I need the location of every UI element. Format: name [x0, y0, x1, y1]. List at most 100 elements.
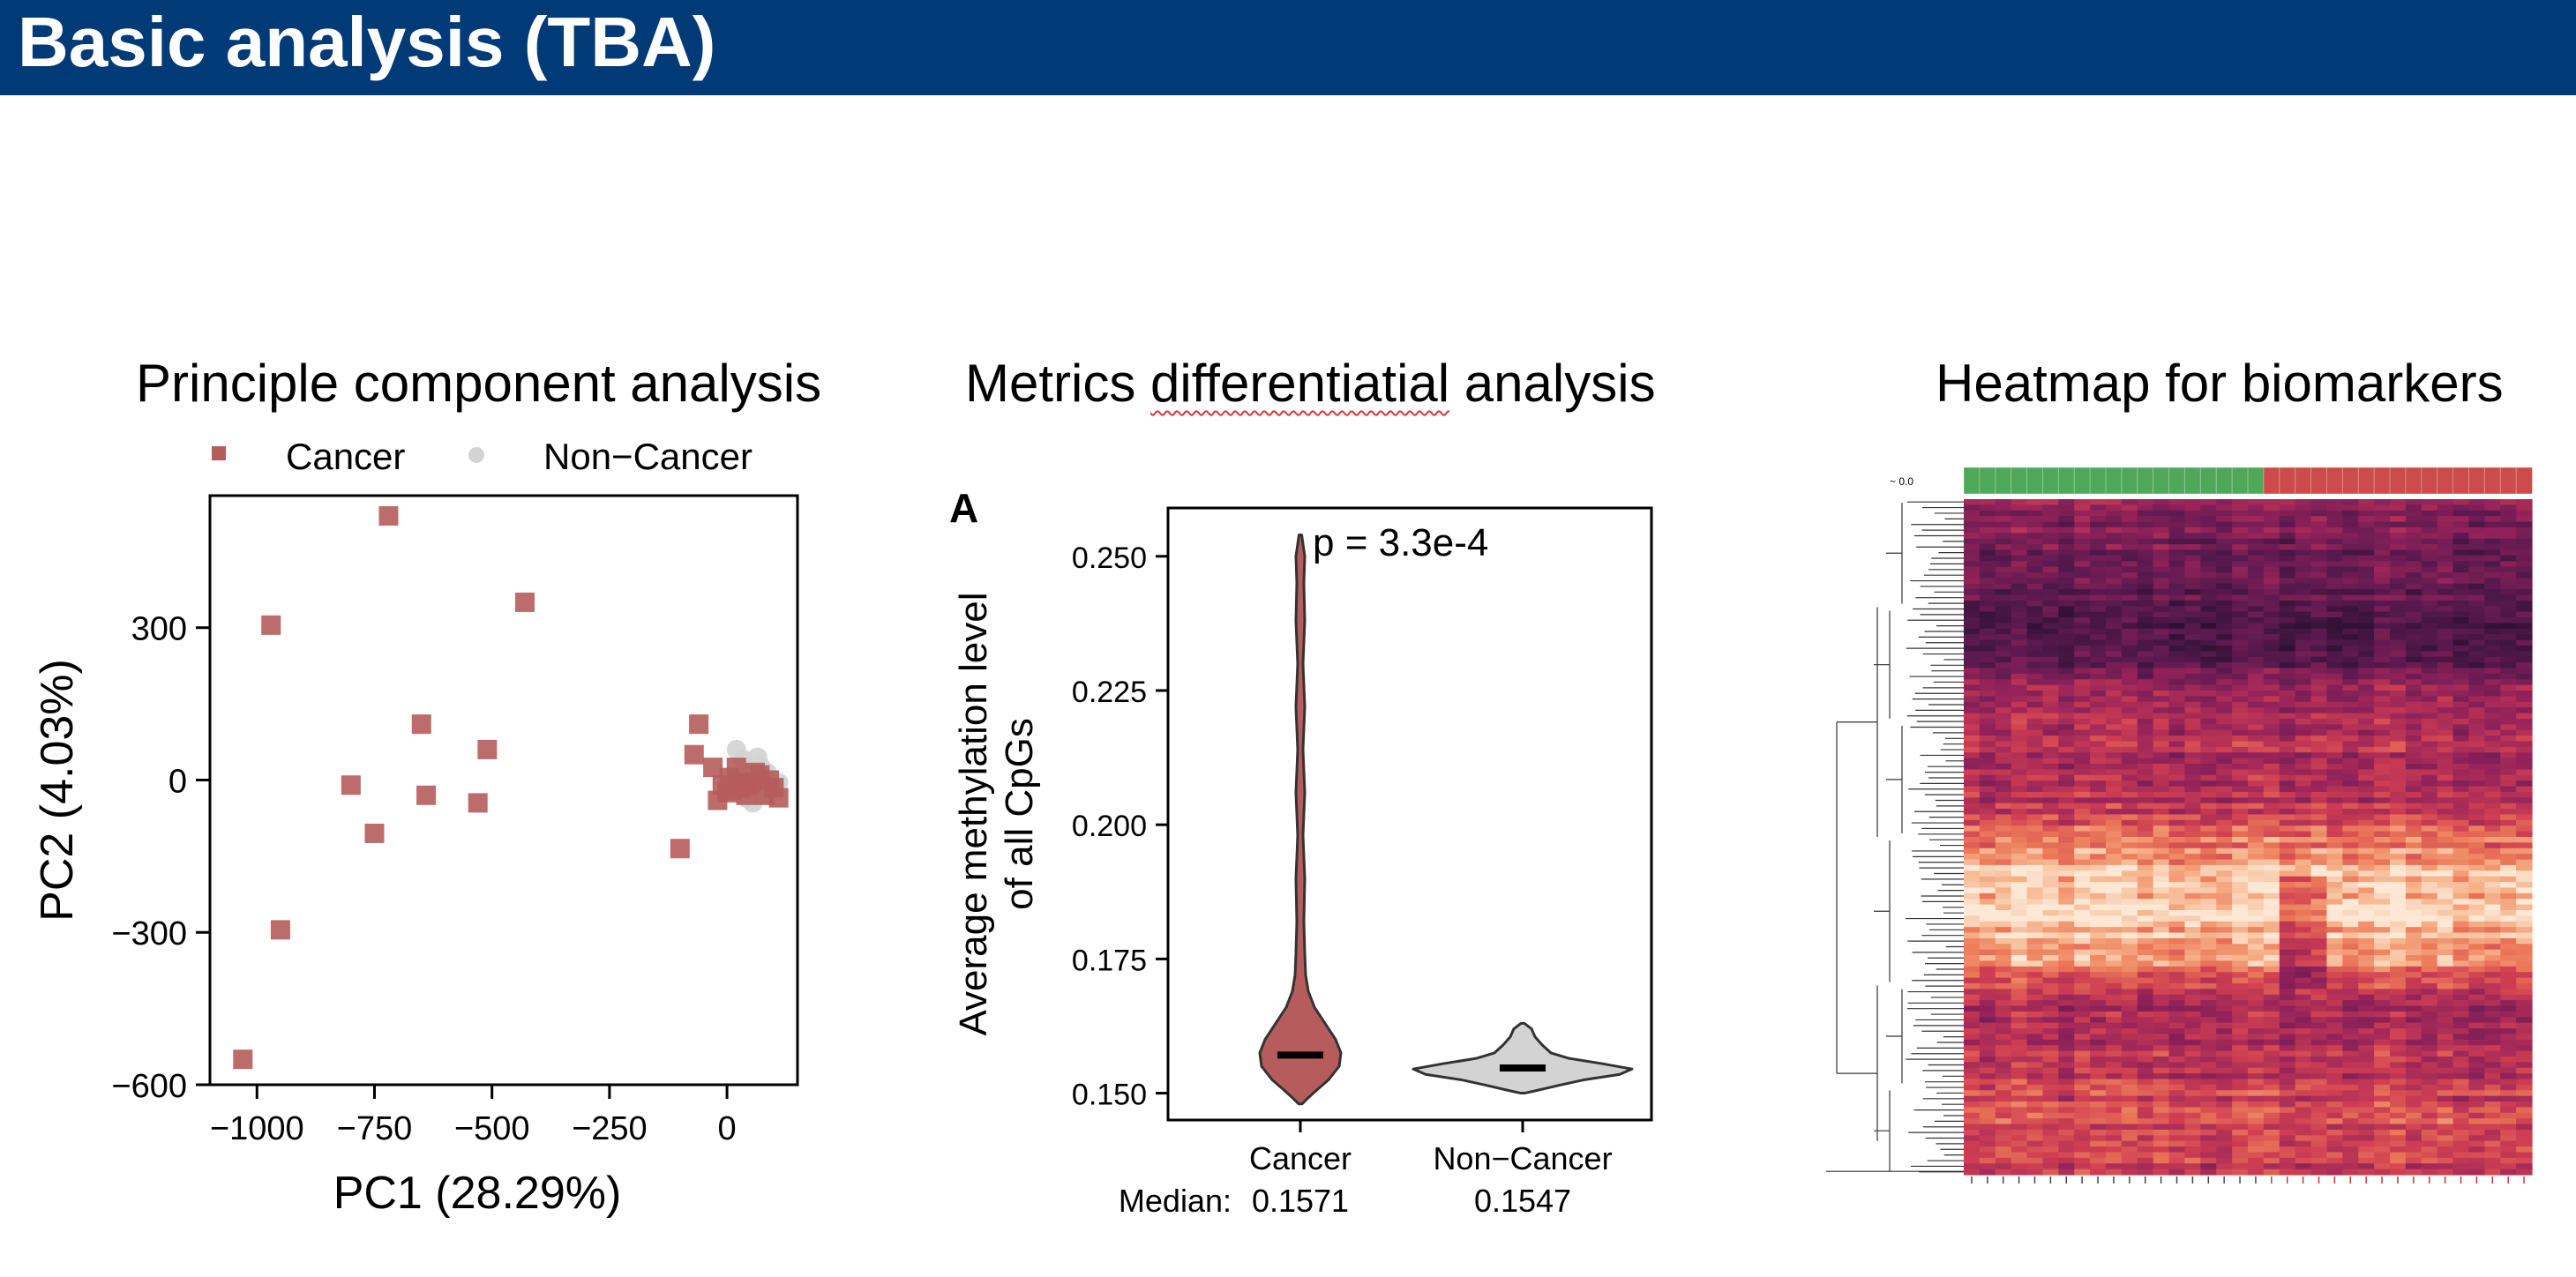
heatmap-cell	[2153, 1050, 2170, 1057]
heatmap-cell	[2248, 921, 2265, 928]
heatmap-cell	[2200, 571, 2217, 579]
heatmap-cell	[2200, 791, 2217, 798]
heatmap-cell	[2042, 864, 2059, 871]
heatmap-cell	[2106, 578, 2123, 585]
heatmap-cell	[2390, 651, 2407, 658]
heatmap-cell	[2137, 989, 2154, 996]
heatmap-cell	[2106, 960, 2123, 967]
heatmap-cell	[2090, 989, 2107, 996]
heatmap-cell	[1979, 1079, 1996, 1086]
heatmap-cell	[2326, 882, 2343, 889]
heatmap-cell	[2405, 1000, 2422, 1007]
heatmap-cell	[2500, 927, 2517, 934]
heatmap-cell	[2484, 696, 2501, 703]
heatmap-cell	[2437, 1118, 2454, 1125]
heatmap-cell	[2168, 1000, 2186, 1007]
heatmap-cell	[2153, 1124, 2170, 1131]
heatmap-cell	[2452, 814, 2470, 821]
heatmap-cell	[2168, 892, 2186, 900]
heatmap-cell	[2074, 909, 2091, 916]
heatmap-cell	[2153, 921, 2170, 928]
heatmap-cell	[2106, 741, 2123, 748]
heatmap-cell	[2279, 639, 2296, 646]
heatmap-cell	[2026, 718, 2044, 725]
heatmap-cell	[2468, 594, 2485, 601]
heatmap-cell	[2184, 1169, 2201, 1176]
heatmap-cell	[2326, 1067, 2343, 1074]
heatmap-cell	[2452, 972, 2470, 979]
heatmap-cell	[2232, 1084, 2249, 1091]
heatmap-cell	[2326, 848, 2343, 855]
heatmap-cell	[2074, 774, 2091, 781]
heatmap-cell	[2390, 831, 2407, 838]
heatmap-cell	[2358, 831, 2375, 838]
heatmap-cell	[2106, 1005, 2123, 1012]
heatmap-cell	[2074, 955, 2091, 962]
y-tick-label: 0.175	[1072, 944, 1147, 977]
heatmap-cell	[1979, 713, 1996, 720]
heatmap-cell	[1995, 746, 2012, 753]
heatmap-cell	[2011, 966, 2028, 973]
heatmap-cell	[2358, 679, 2375, 686]
heatmap-cell	[2500, 736, 2517, 743]
heatmap-cell	[2500, 628, 2517, 635]
heatmap-cell	[2405, 1102, 2422, 1108]
heatmap-cell	[1995, 803, 2012, 810]
heatmap-cell	[2295, 1090, 2312, 1097]
heatmap-cell	[2090, 617, 2107, 624]
heatmap-cell	[2137, 915, 2154, 922]
heatmap-cell	[2374, 606, 2391, 613]
heatmap-cell	[2074, 1079, 2091, 1086]
heatmap-cell	[2168, 1034, 2186, 1041]
heatmap-cell	[2121, 736, 2138, 743]
heatmap-cell	[2232, 774, 2249, 781]
heatmap-cell	[2106, 645, 2123, 652]
heatmap-cell	[2500, 1000, 2517, 1007]
heatmap-cell	[2484, 937, 2501, 945]
heatmap-cell	[1995, 994, 2012, 1001]
heatmap-cell	[2500, 758, 2517, 765]
heatmap-cell	[2516, 899, 2533, 906]
heatmap-cell	[2310, 526, 2328, 534]
heatmap-cell	[2200, 504, 2217, 512]
heatmap-cell	[2232, 594, 2249, 601]
heatmap-cell	[2153, 837, 2170, 843]
heatmap-cell	[2295, 1022, 2312, 1029]
heatmap-cell	[2058, 966, 2075, 973]
heatmap-cell	[2232, 758, 2249, 765]
heatmap-cell	[2216, 1140, 2233, 1147]
heatmap-cell	[2500, 1028, 2517, 1035]
heatmap-cell	[2168, 1084, 2186, 1091]
heatmap-cell	[2279, 1095, 2296, 1102]
heatmap-cell	[2137, 837, 2154, 843]
heatmap-cell	[2468, 915, 2485, 922]
heatmap-cell	[2405, 1112, 2422, 1119]
heatmap-cell	[2421, 960, 2438, 967]
heatmap-cell	[1964, 555, 1981, 562]
heatmap-cell	[2405, 589, 2422, 596]
heatmap-cell	[2121, 746, 2138, 753]
heatmap-cell	[2137, 516, 2154, 523]
heatmap-cell	[2137, 972, 2154, 979]
heatmap-cell	[2421, 673, 2438, 680]
heatmap-cell	[2437, 516, 2454, 523]
heatmap-cell	[2232, 673, 2249, 680]
heatmap-cell	[2374, 1000, 2391, 1007]
heatmap-cell	[2468, 972, 2485, 979]
heatmap-cell	[2437, 1107, 2454, 1114]
heatmap-cell	[2153, 994, 2170, 1001]
heatmap-cell	[2058, 944, 2075, 951]
heatmap-cell	[2011, 656, 2028, 663]
heatmap-cell	[2042, 628, 2059, 635]
heatmap-cell	[2042, 825, 2059, 833]
heatmap-cell	[2390, 1107, 2407, 1114]
heatmap-cell	[2168, 859, 2186, 866]
heatmap-cell	[2500, 809, 2517, 816]
heatmap-cell	[2374, 966, 2391, 973]
heatmap-cell	[2248, 854, 2265, 861]
heatmap-cell	[2326, 668, 2343, 675]
heatmap-cell	[1979, 561, 1996, 568]
heatmap-cell	[2248, 668, 2265, 675]
heatmap-cell	[2106, 1107, 2123, 1114]
heatmap-cell	[2452, 600, 2470, 607]
